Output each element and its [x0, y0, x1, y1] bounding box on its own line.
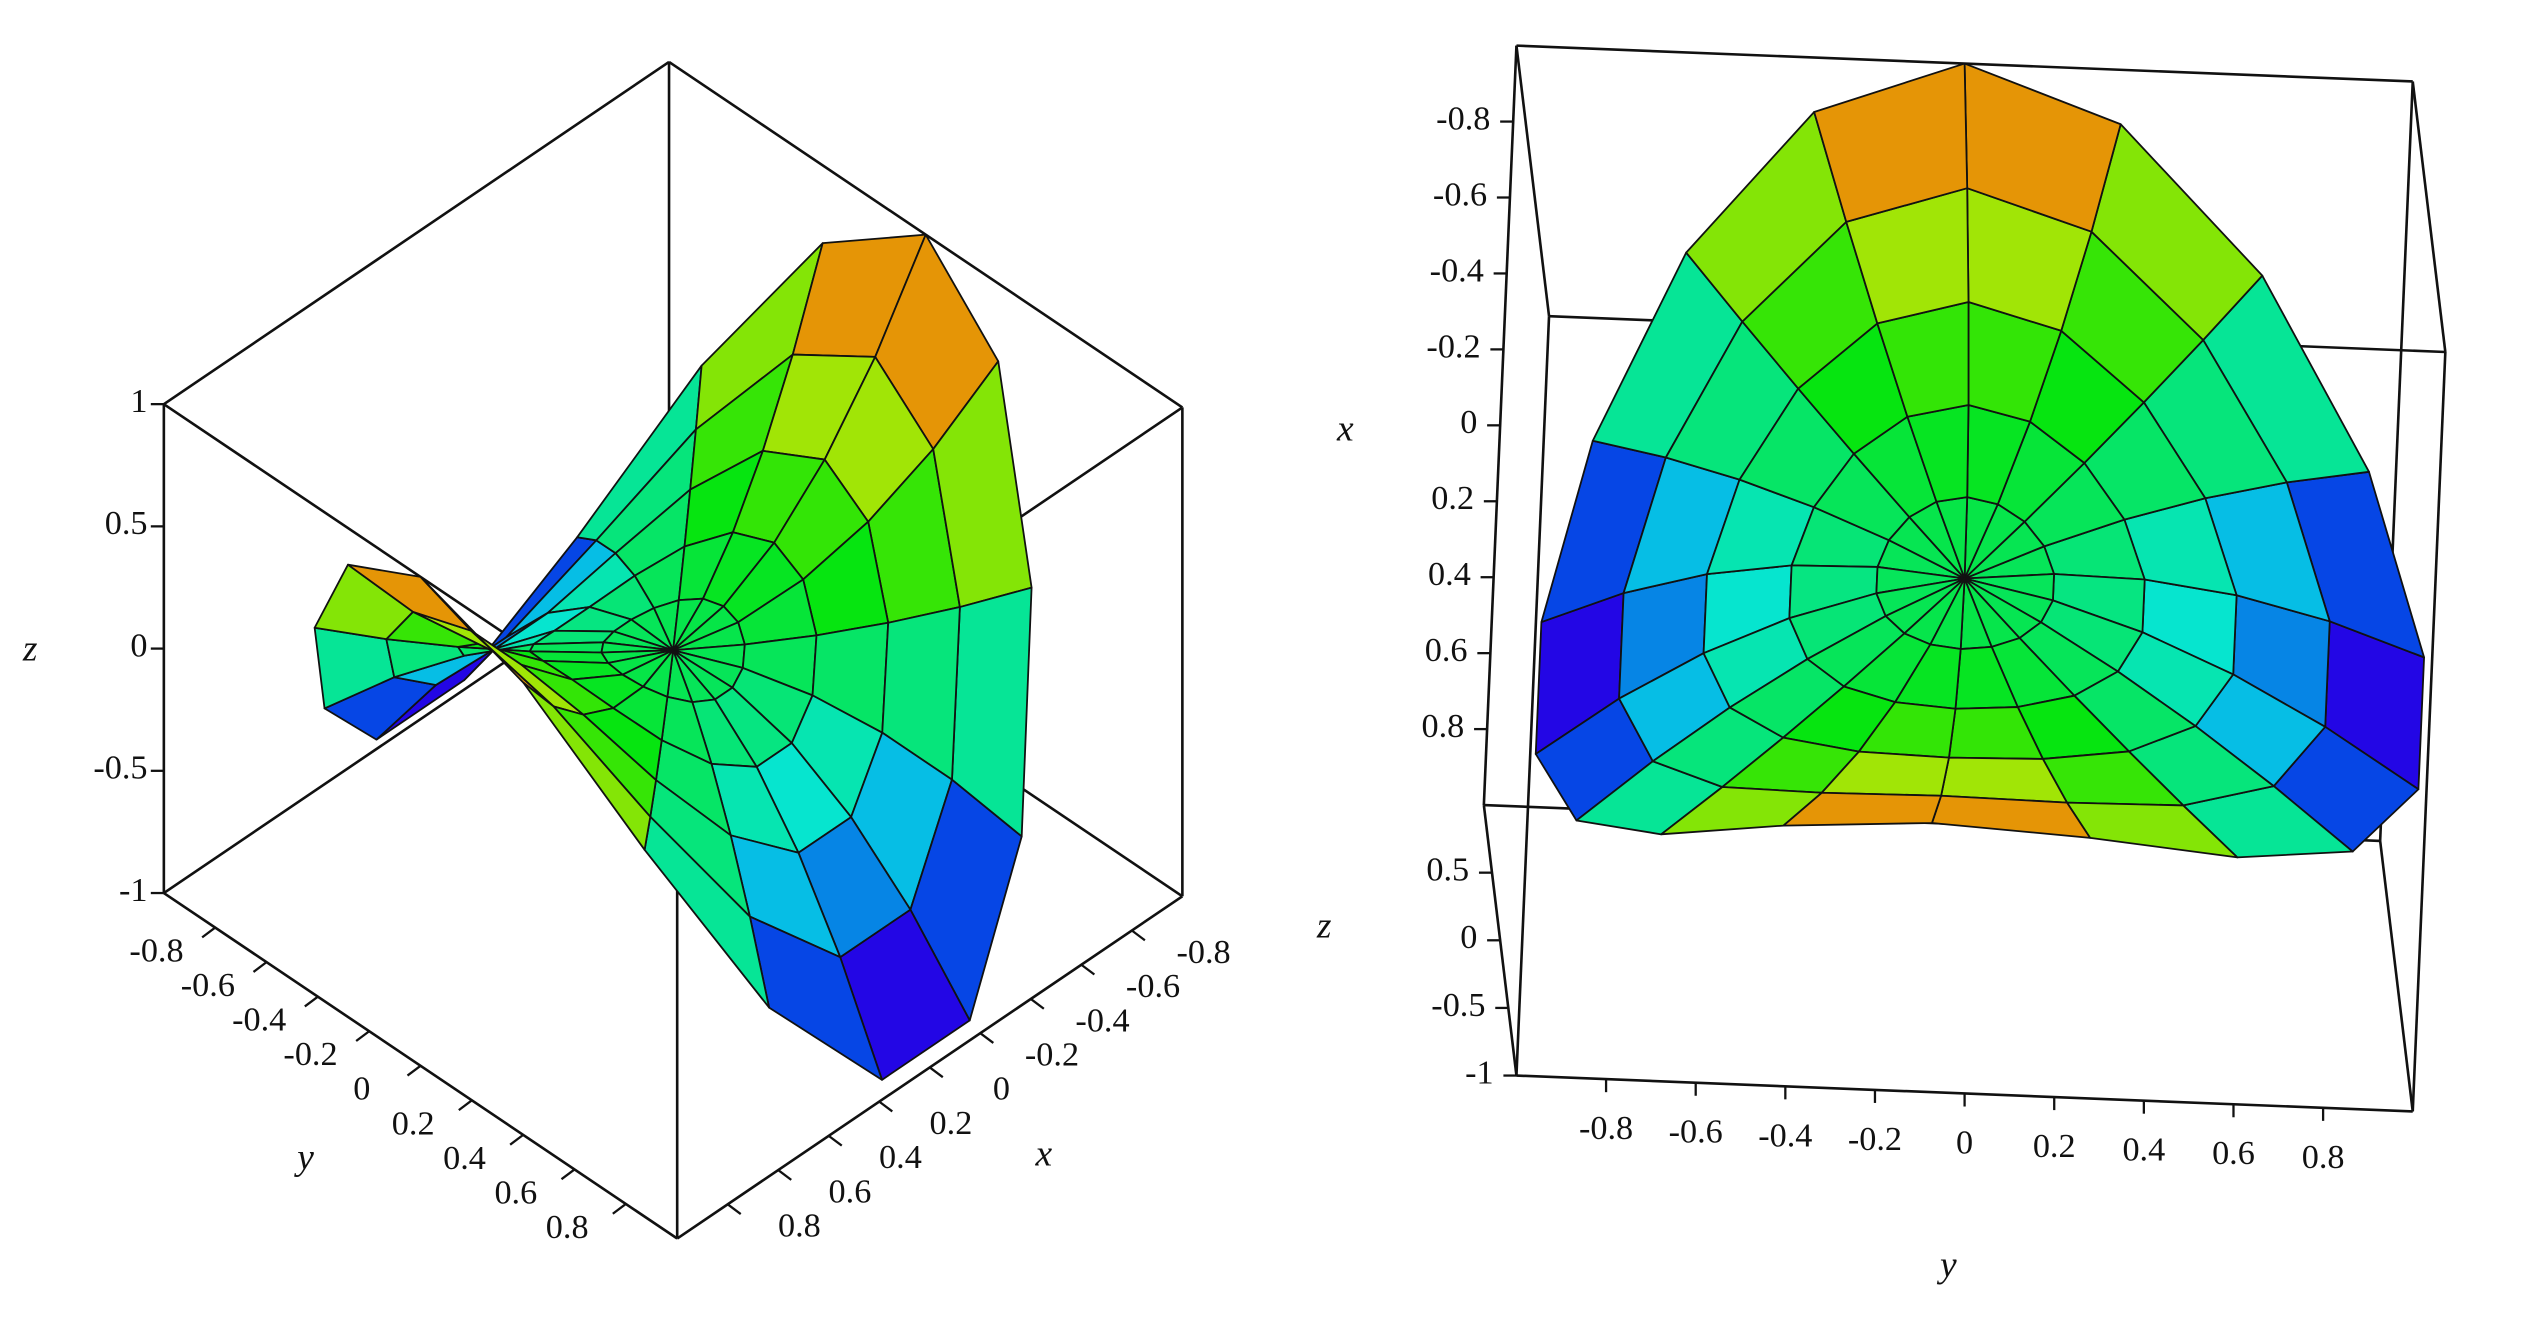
z-tick-label: 0 [130, 627, 147, 664]
x-tick-label: 0.8 [778, 1208, 821, 1245]
x-tick-label: 0 [993, 1071, 1010, 1108]
tick-mark [304, 995, 319, 1008]
box-edge [2378, 840, 2415, 1112]
y-tick-label: 0.2 [392, 1105, 435, 1142]
y-axis-label: y [293, 1137, 314, 1178]
tick-mark [878, 1100, 893, 1113]
box-edge [2411, 351, 2447, 1112]
tick-mark [252, 961, 268, 973]
tick-mark [777, 1169, 792, 1181]
box-edge [676, 895, 1184, 1240]
y-tick-label: 0.4 [2122, 1132, 2165, 1169]
surface-face [1782, 791, 1943, 827]
x-tick-label: 0.2 [930, 1105, 973, 1142]
x-tick-label: 0.4 [1428, 556, 1471, 593]
x-tick-label: -0.6 [1433, 176, 1487, 213]
z-tick-label: -0.5 [93, 750, 147, 787]
tick-mark [355, 1030, 370, 1042]
tick-mark [1030, 998, 1045, 1010]
z-axis-label: z [22, 628, 38, 669]
z-tick-label: 1 [130, 383, 147, 420]
y-tick-label: -0.6 [1669, 1114, 1723, 1151]
tick-mark [1131, 929, 1146, 942]
z-tick-label: 0.5 [1426, 852, 1469, 889]
tick-mark [979, 1032, 995, 1044]
tick-mark [201, 926, 216, 939]
x-tick-label: 0.8 [1422, 708, 1465, 745]
x-tick-label: 0.4 [879, 1139, 922, 1176]
y-tick-label: 0.8 [546, 1209, 589, 1246]
x-tick-label: 0.6 [829, 1173, 872, 1210]
z-tick-label: -1 [119, 872, 148, 909]
box-edge [1515, 316, 1551, 1076]
tick-mark [1080, 963, 1096, 976]
y-tick-label: 0 [1956, 1124, 1973, 1161]
y-tick-label: -0.8 [129, 933, 183, 970]
x-tick-label: -0.8 [1436, 100, 1490, 137]
tick-mark [509, 1133, 524, 1146]
y-tick-label: 0 [353, 1071, 370, 1108]
box-edge [1515, 45, 1551, 317]
x-tick-label: -0.4 [1075, 1002, 1129, 1039]
x-tick-label: -0.2 [1025, 1036, 1079, 1073]
tick-mark [560, 1168, 576, 1181]
y-tick-label: 0.4 [443, 1140, 486, 1177]
y-tick-label: 0.2 [2033, 1128, 2076, 1165]
x-axis-label: x [1336, 408, 1354, 449]
x-tick-label: -0.6 [1126, 968, 1180, 1005]
surface-face [1813, 62, 1969, 223]
tick-mark [828, 1134, 843, 1147]
x-tick-label: -0.4 [1430, 252, 1484, 289]
y-axis-label: y [1936, 1244, 1957, 1285]
z-axis-label: z [1316, 905, 1332, 946]
y-tick-label: 0.6 [2212, 1135, 2255, 1172]
z-tick-label: 0.5 [105, 505, 148, 542]
y-tick-label: -0.6 [181, 967, 235, 1004]
tick-mark [612, 1203, 627, 1215]
tick-mark [458, 1099, 473, 1112]
surface-plot: -0.8 -0.6 -0.4 -0.2 0 0.2 0.4 0.6 0.8 x -0.8 -0.6 -0… [1316, 44, 2447, 1285]
x-tick-label: 0.2 [1431, 480, 1474, 517]
x-tick-label: -0.2 [1426, 328, 1480, 365]
y-tick-label: -0.2 [1848, 1121, 1902, 1158]
y-tick-label: -0.2 [283, 1036, 337, 1073]
y-tick-label: 0.6 [494, 1174, 537, 1211]
z-tick-label: 0 [1460, 919, 1477, 956]
x-tick-label: 0 [1460, 404, 1477, 441]
z-tick-label: -0.5 [1431, 987, 1485, 1024]
x-tick-label: 0.6 [1425, 632, 1468, 669]
box-edge [2411, 81, 2447, 353]
y-tick-label: 0.8 [2302, 1139, 2345, 1176]
x-axis-label: x [1035, 1134, 1053, 1175]
tick-mark [406, 1064, 422, 1077]
surface-face [522, 681, 652, 851]
surface-plot: -0.8-0.6-0.4-0.200.20.40.60.8x-0.8-0.6-0… [22, 60, 1231, 1246]
box-edge [163, 60, 670, 406]
x-tick-label: -0.8 [1176, 934, 1230, 971]
tick-mark [727, 1203, 742, 1215]
y-tick-label: -0.8 [1579, 1110, 1633, 1147]
z-tick-label: -1 [1465, 1054, 1494, 1091]
y-tick-label: -0.4 [1758, 1117, 1812, 1154]
y-tick-label: -0.4 [232, 1002, 286, 1039]
tick-mark [929, 1066, 944, 1079]
